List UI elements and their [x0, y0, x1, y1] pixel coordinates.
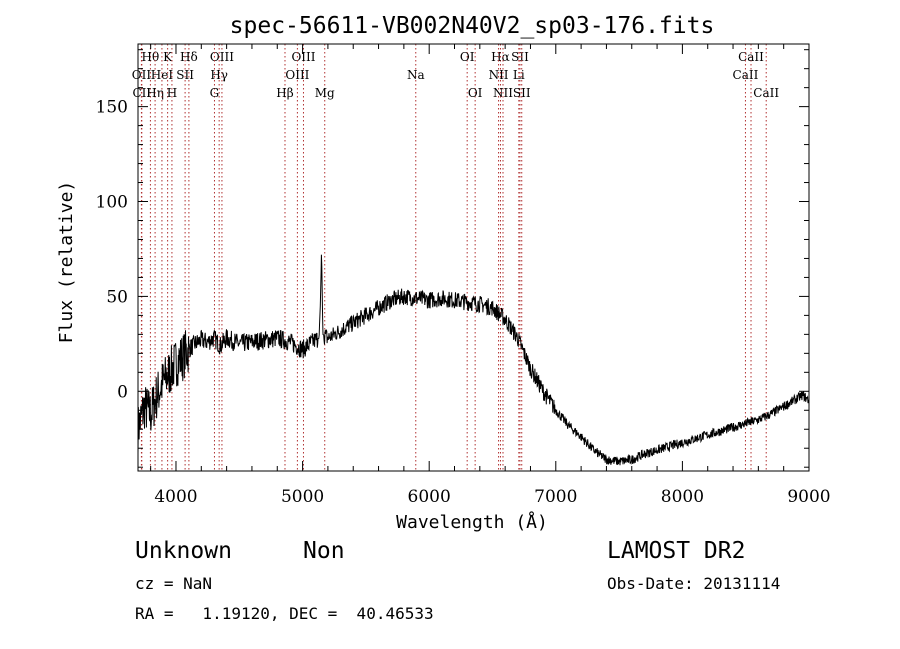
spectral-line-label: Hα: [491, 50, 510, 64]
spectral-line-label: SII: [511, 50, 529, 64]
spectral-line-label: CII: [132, 86, 151, 100]
x-tick-label: 6000: [408, 487, 451, 507]
spectrum-series: [137, 254, 810, 466]
spectral-line-label: Hθ: [142, 50, 160, 64]
coordinates-text: RA = 1.19120, DEC = 40.46533: [135, 604, 434, 623]
x-axis-label: Wavelength (Å): [396, 511, 548, 533]
spectral-line-label: Li: [513, 68, 525, 82]
y-tick-label: 0: [117, 382, 128, 402]
spectrum-line: [137, 254, 810, 466]
x-tick-label: 7000: [534, 487, 577, 507]
spectral-line-label: K: [163, 50, 173, 64]
spectral-line-label: OIII: [210, 50, 234, 64]
spectral-line-label: Mg: [315, 86, 335, 100]
x-tick-label: 9000: [787, 487, 830, 507]
spectral-line-label: CaII: [753, 86, 779, 100]
plot-frame: [137, 43, 810, 472]
chart-title: spec-56611-VB002N40V2_sp03-176.fits: [230, 13, 715, 39]
spectral-line-label: NII: [493, 86, 513, 100]
spectral-line-label: NII: [489, 68, 509, 82]
y-tick-label: 100: [96, 193, 128, 213]
x-tick-label: 8000: [661, 487, 704, 507]
spectral-line-label: OIII: [285, 68, 309, 82]
spectral-line-label: Hδ: [180, 50, 198, 64]
spectral-line-label: OI: [468, 86, 483, 100]
redshift-text: cz = NaN: [135, 574, 213, 593]
obs-date-text: Obs-Date: 20131114: [607, 574, 781, 593]
spectral-line-label: CaII: [733, 68, 759, 82]
spectral-line-label: Hγ: [210, 68, 228, 82]
spectral-line-label: Hη: [146, 86, 164, 100]
x-tick-label: 4000: [154, 487, 197, 507]
y-tick-label: 150: [96, 98, 128, 118]
spectral-line-label: G: [210, 86, 220, 100]
spectral-line-label: H: [167, 86, 177, 100]
spectral-line-label: CaII: [738, 50, 764, 64]
y-tick-label: 50: [106, 287, 128, 307]
y-axis-label: Flux (relative): [56, 181, 77, 344]
class-label: Unknown: [135, 538, 232, 564]
spectral-line-label: Hβ: [276, 86, 293, 100]
spectral-line-label: SII: [176, 68, 194, 82]
x-tick-label: 5000: [281, 487, 324, 507]
spectral-line-label: HeI: [151, 68, 174, 82]
spectral-line-label: SII: [513, 86, 531, 100]
spectral-line-label: OIII: [291, 50, 315, 64]
spectral-line-label: OI: [460, 50, 475, 64]
subclass-label: Non: [303, 538, 345, 564]
survey-label: LAMOST DR2: [607, 538, 746, 564]
spectral-line-label: Na: [407, 68, 425, 82]
axes: 4000 5000 6000 7000 8000 9000 0 50 100 150: [96, 44, 831, 507]
spectral-line-label: OII: [132, 68, 152, 82]
